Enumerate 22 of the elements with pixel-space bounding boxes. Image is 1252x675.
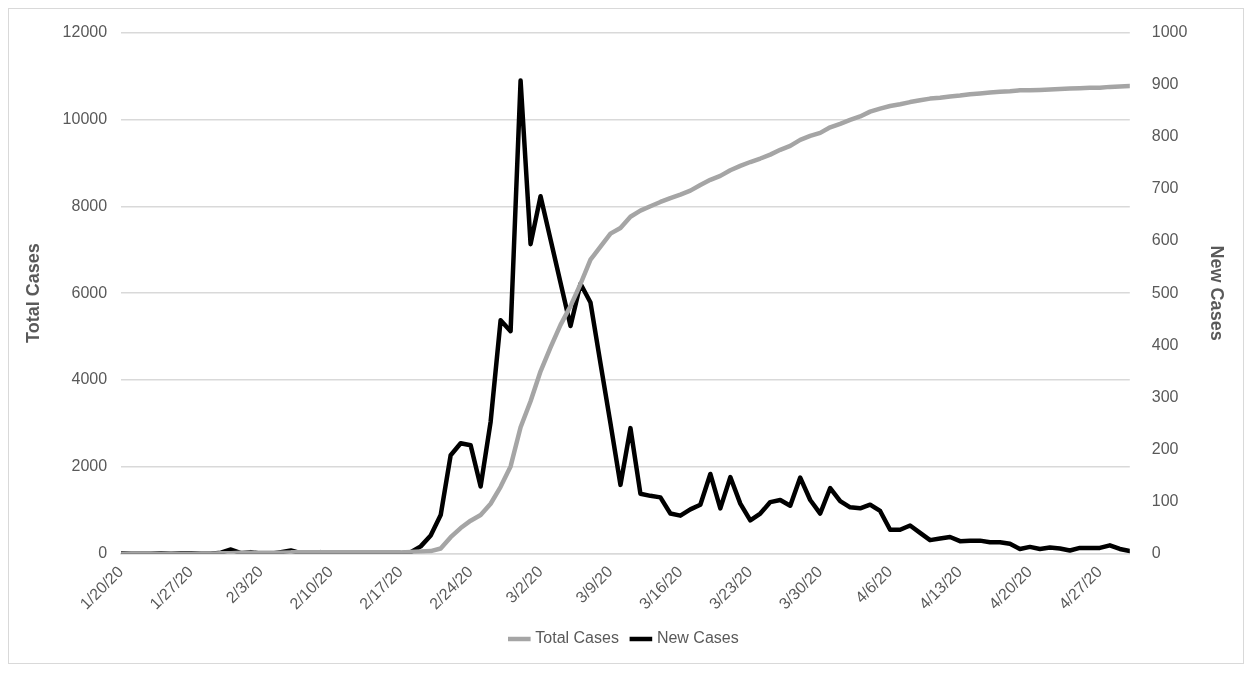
y2-tick-label: 1000 bbox=[1151, 23, 1188, 41]
y2-axis-title: New Cases bbox=[1207, 245, 1228, 341]
y2-tick-label: 800 bbox=[1151, 127, 1179, 145]
y2-tick-label: 900 bbox=[1151, 75, 1179, 93]
y-tick-label: 0 bbox=[98, 544, 108, 562]
y2-tick-label: 600 bbox=[1151, 231, 1179, 249]
y2-tick-label: 100 bbox=[1151, 491, 1179, 509]
y-tick-label: 8000 bbox=[71, 196, 108, 214]
y2-tick-label: 200 bbox=[1151, 439, 1179, 457]
y2-tick-label: 300 bbox=[1151, 387, 1179, 405]
y-tick-label: 12000 bbox=[62, 23, 108, 41]
y2-tick-label: 700 bbox=[1151, 179, 1179, 197]
y-tick-label: 2000 bbox=[71, 457, 108, 475]
y2-tick-label: 0 bbox=[1151, 544, 1161, 562]
y2-tick-label: 400 bbox=[1151, 335, 1179, 353]
y-tick-label: 4000 bbox=[71, 370, 108, 388]
y-axis-title: Total Cases bbox=[22, 243, 43, 343]
legend-label: New Cases bbox=[656, 629, 739, 647]
y-tick-label: 6000 bbox=[71, 283, 108, 301]
legend-label: Total Cases bbox=[535, 629, 619, 647]
y2-tick-label: 500 bbox=[1151, 283, 1179, 301]
y-tick-label: 10000 bbox=[62, 109, 108, 127]
